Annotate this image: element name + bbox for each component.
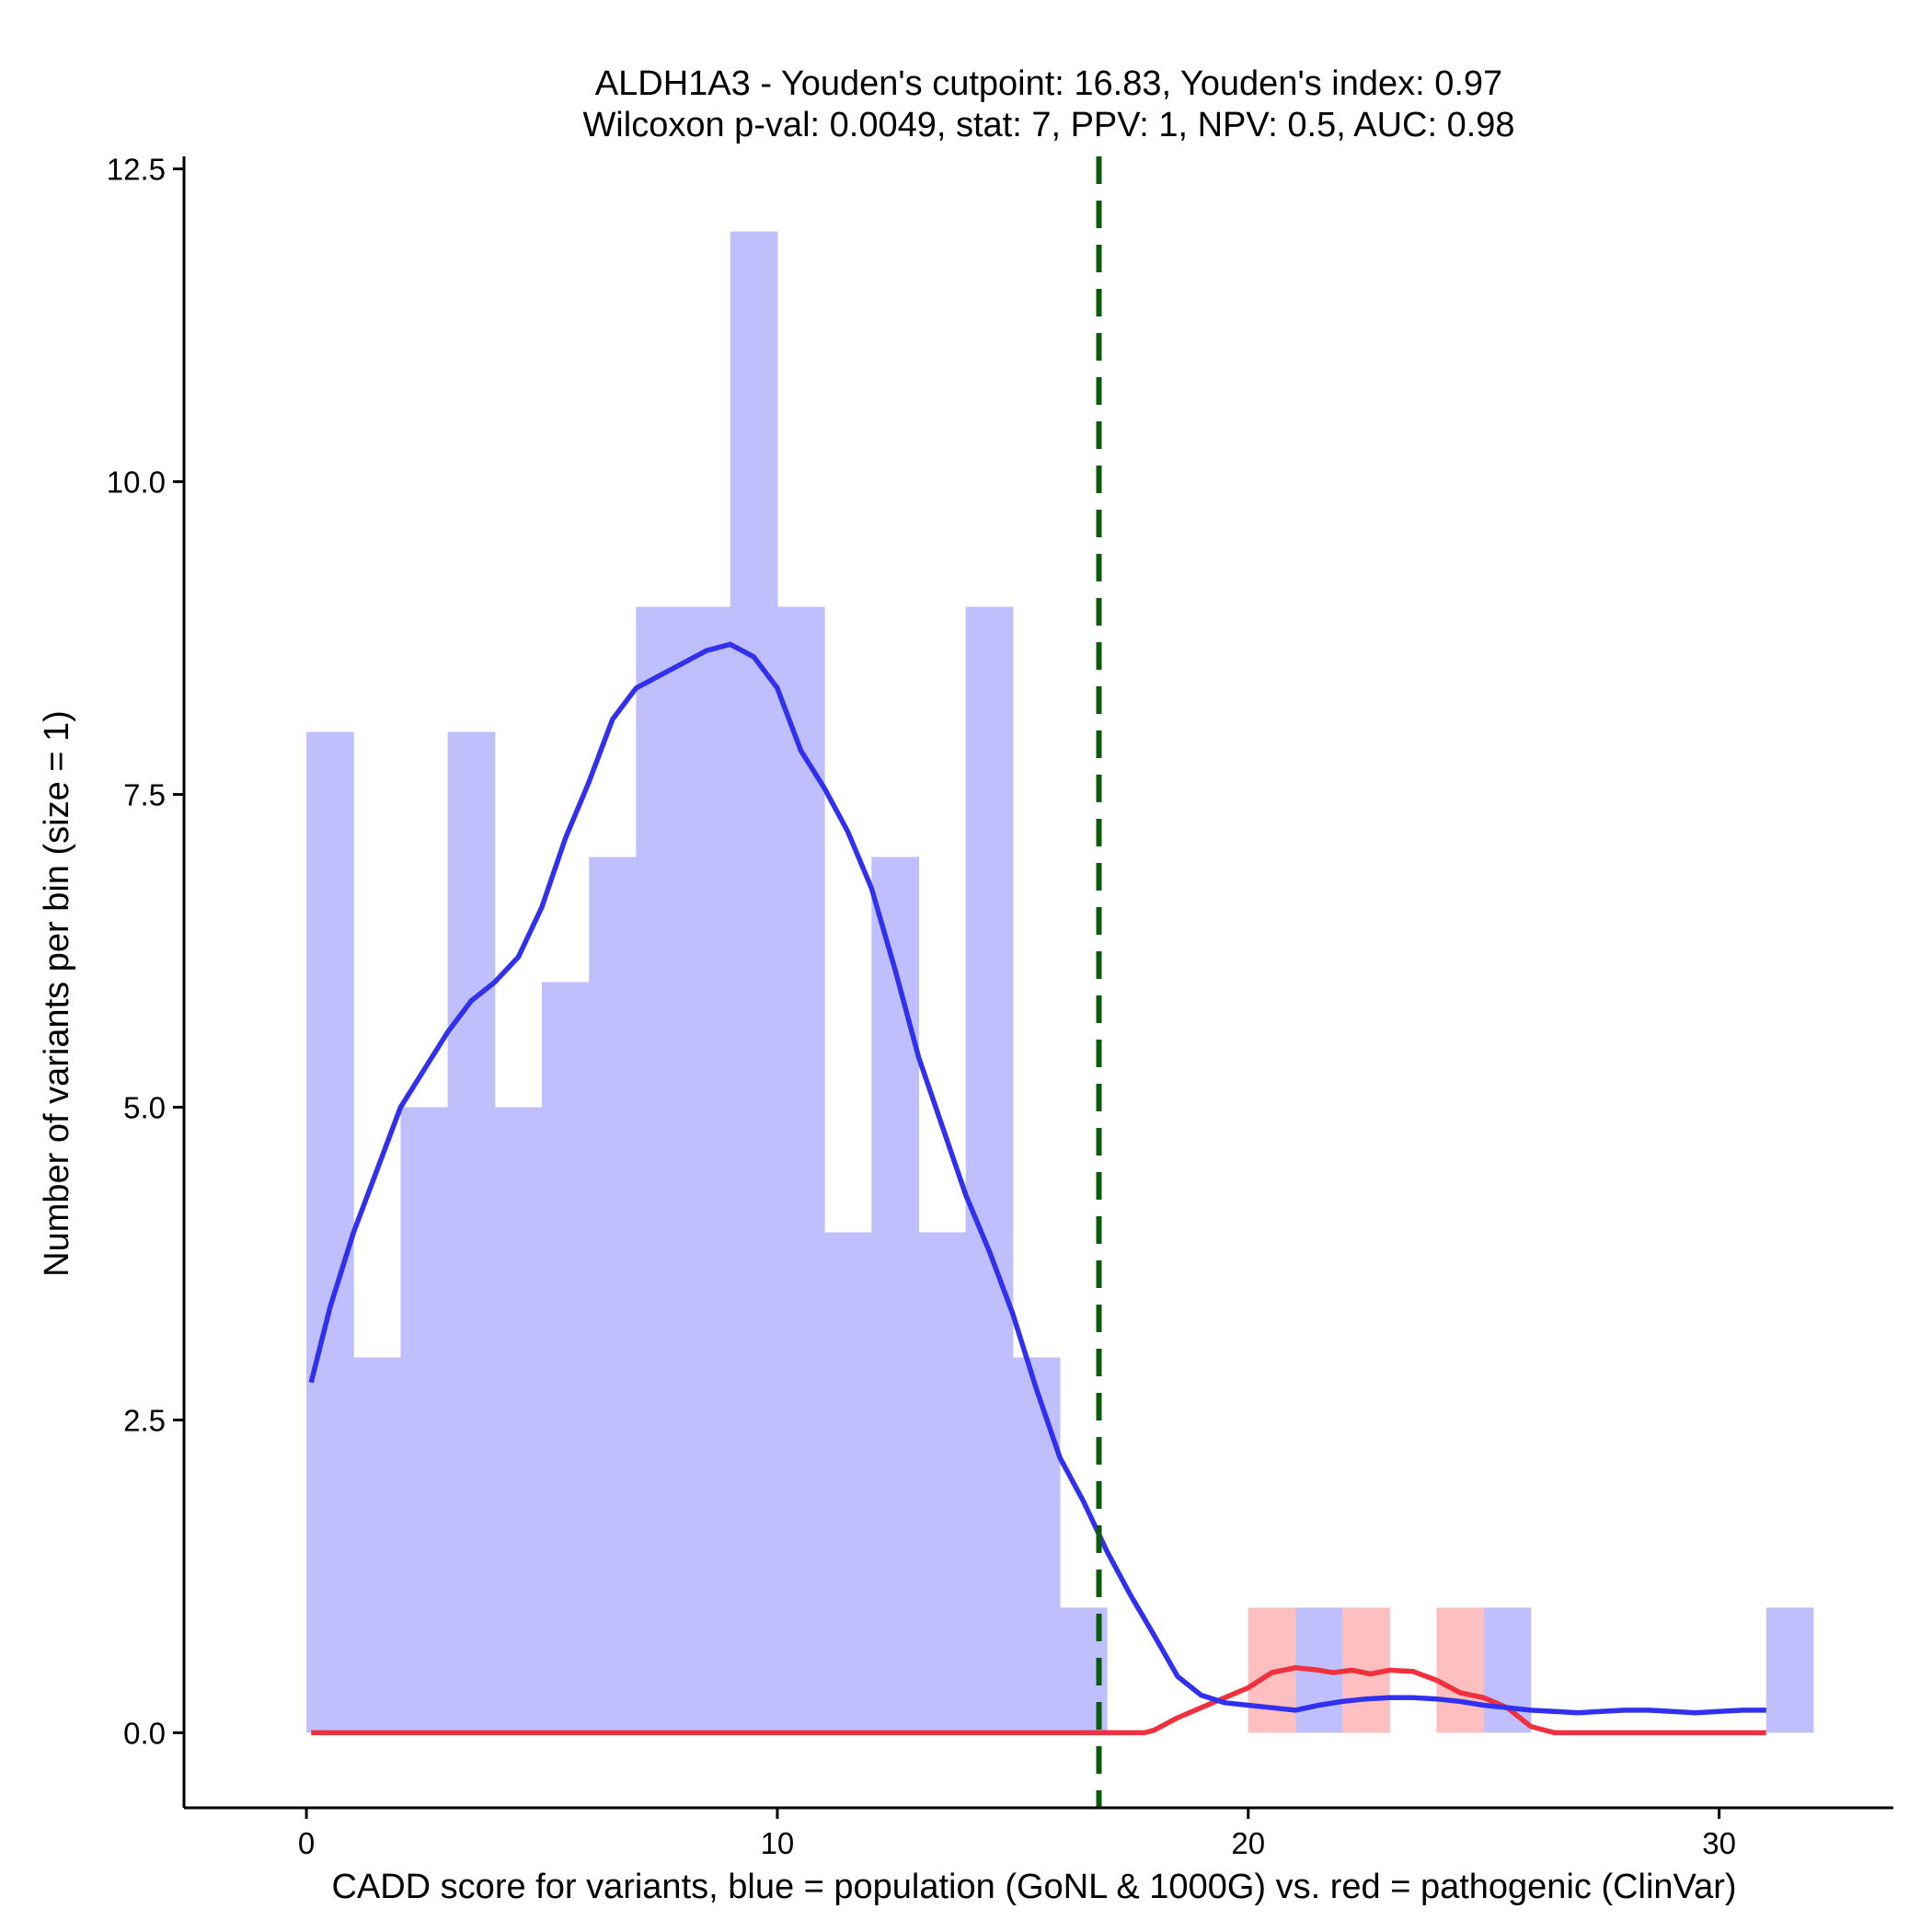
- y-tick-label: 7.5: [123, 778, 166, 812]
- population-bar-0: [306, 731, 354, 1733]
- pathogenic-bar-24: [1436, 1607, 1485, 1733]
- y-tick-label: 12.5: [107, 153, 166, 187]
- y-tick-label: 5.0: [123, 1090, 166, 1124]
- x-tick-label: 0: [298, 1826, 315, 1860]
- y-axis-ticks: 0.0 2.5 5.0 7.5 10.0 12.5: [107, 153, 184, 1750]
- population-bar-12: [871, 857, 919, 1733]
- population-bar-7: [636, 606, 684, 1733]
- y-tick-label: 2.5: [123, 1403, 166, 1437]
- x-axis-ticks: 0 10 20 30: [298, 1808, 1736, 1860]
- population-bar-10: [776, 606, 825, 1733]
- population-bar-9: [730, 231, 778, 1733]
- population-bar-2: [400, 1107, 449, 1733]
- y-tick-label: 0.0: [123, 1716, 166, 1750]
- population-bars: [306, 231, 1814, 1733]
- x-tick-label: 20: [1231, 1826, 1265, 1860]
- population-bar-5: [542, 982, 590, 1733]
- population-bar-3: [447, 731, 496, 1733]
- chart-title-line-2: Wilcoxon p-val: 0.0049, stat: 7, PPV: 1,…: [582, 106, 1514, 144]
- pathogenic-density-line: [311, 1664, 1766, 1736]
- population-bar-13: [918, 1232, 967, 1733]
- y-tick-label: 10.0: [107, 466, 166, 500]
- population-bar-15: [1012, 1357, 1061, 1733]
- population-density-line: [308, 641, 1766, 1716]
- population-bar-14: [965, 606, 1014, 1733]
- population-bar-6: [589, 857, 637, 1733]
- population-bar-1: [353, 1357, 401, 1733]
- population-bar-11: [824, 1232, 872, 1733]
- population-bar-4: [494, 1107, 543, 1733]
- axes: [182, 156, 1893, 1810]
- population-bar-8: [683, 606, 731, 1733]
- x-axis-label: CADD score for variants, blue = populati…: [331, 1868, 1736, 1906]
- population-bar-25: [1483, 1607, 1532, 1733]
- x-tick-label: 30: [1702, 1826, 1736, 1860]
- y-axis-label: Number of variants per bin (size = 1): [38, 710, 76, 1277]
- chart-title-line-1: ALDH1A3 - Youden's cutpoint: 16.83, Youd…: [595, 64, 1502, 103]
- population-bar-31: [1765, 1607, 1814, 1733]
- x-tick-label: 10: [761, 1826, 795, 1860]
